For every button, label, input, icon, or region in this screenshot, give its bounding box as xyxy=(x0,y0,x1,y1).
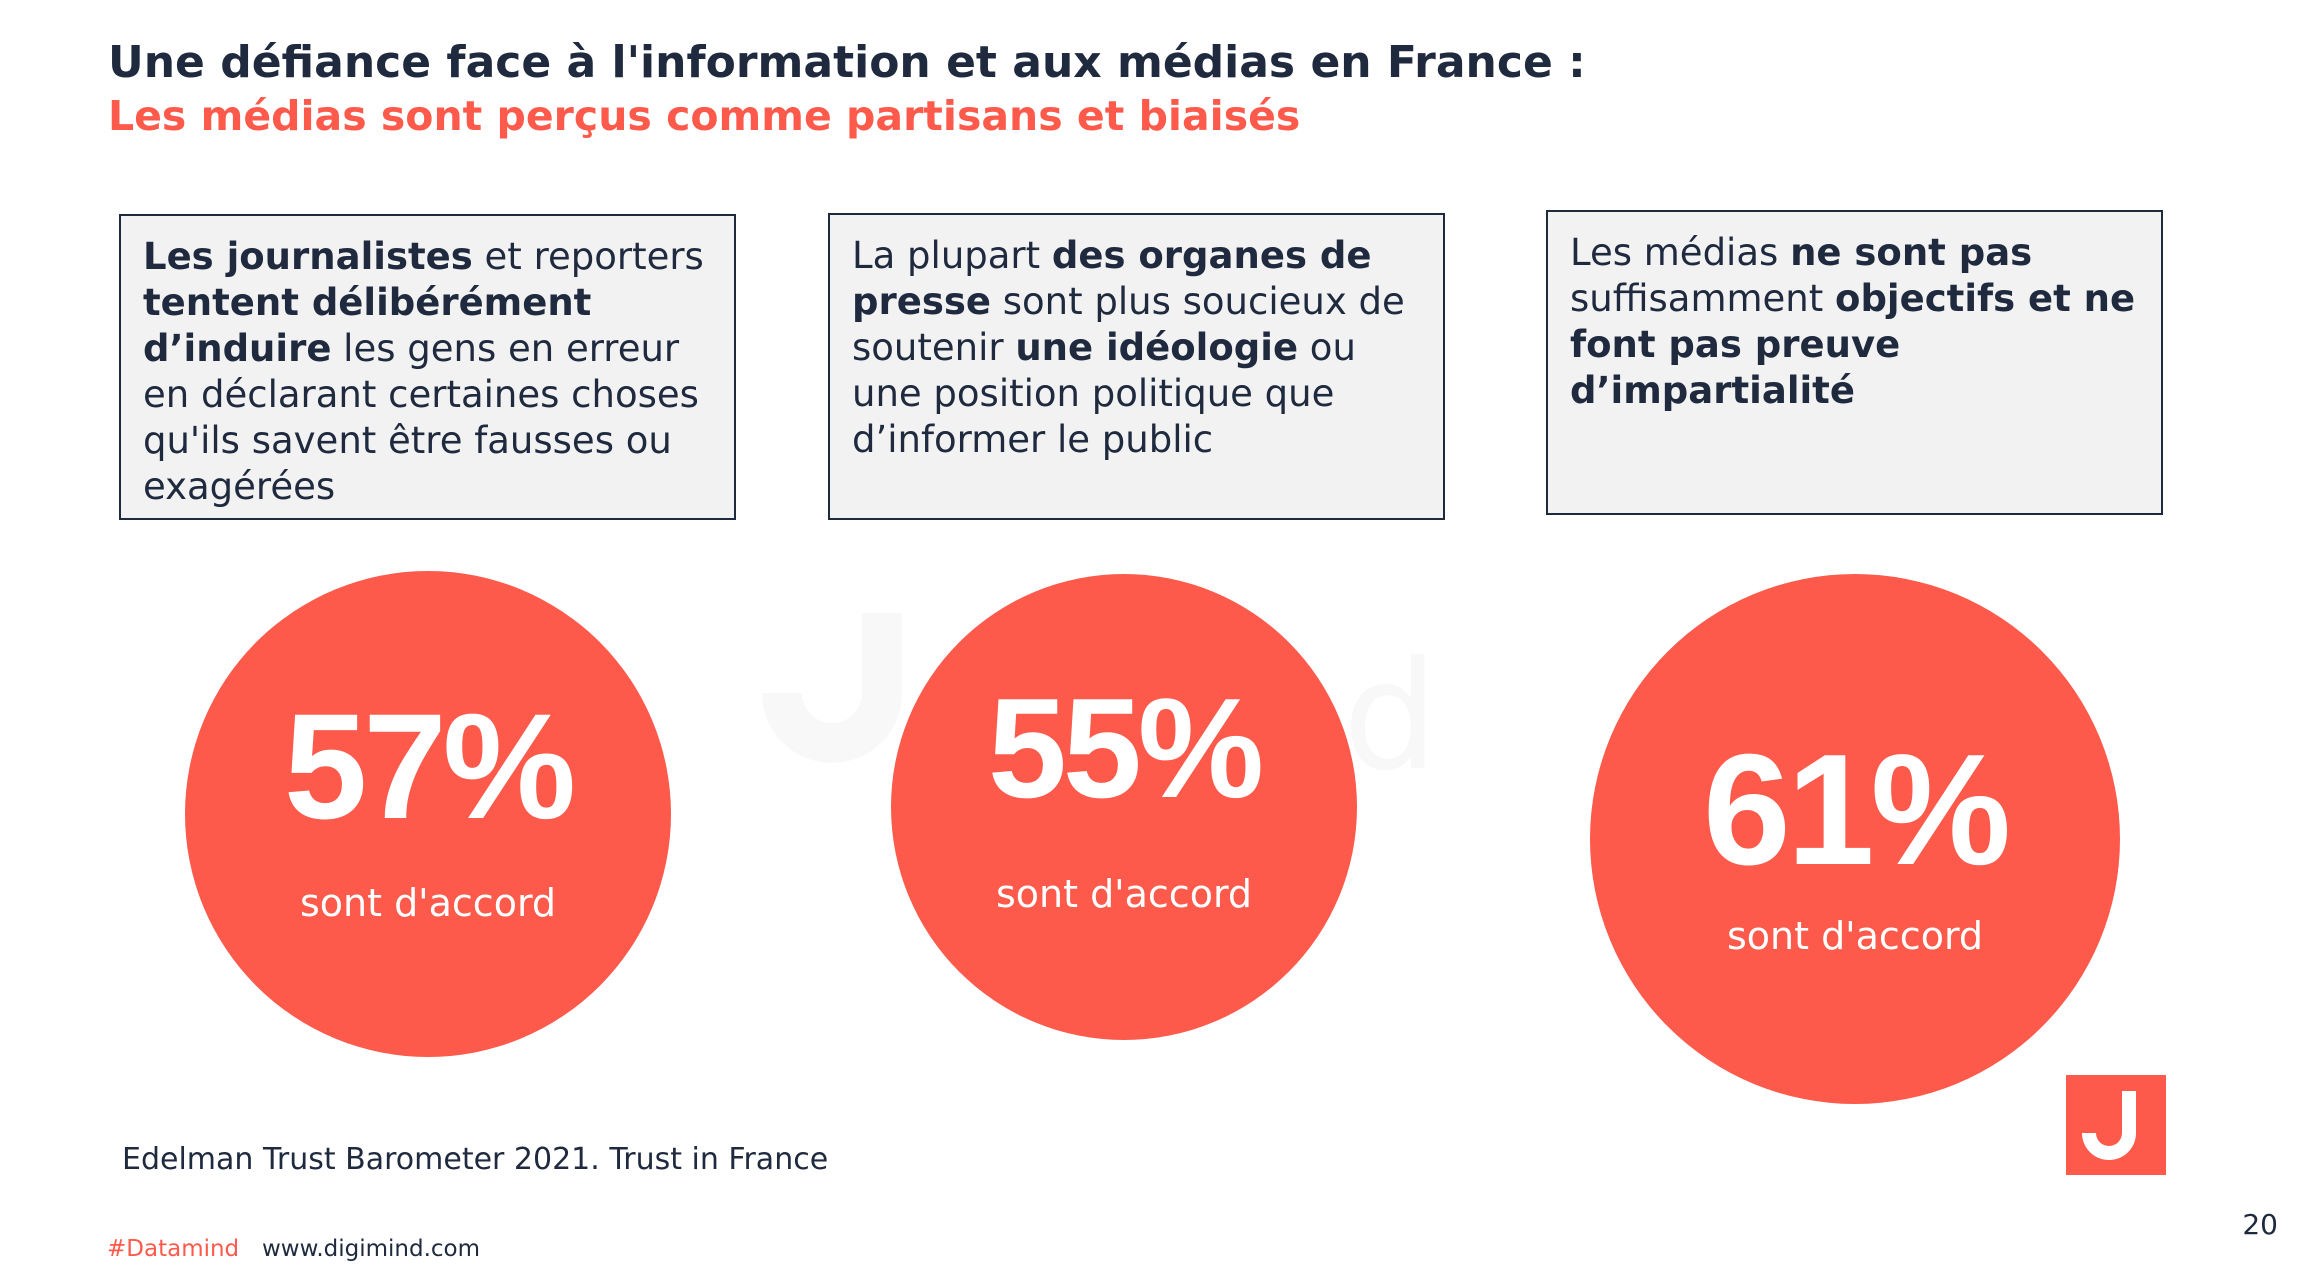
result-circle-2: 55% sont d'accord xyxy=(891,574,1357,1040)
digimind-logo-icon xyxy=(762,613,902,763)
source-citation: Edelman Trust Barometer 2021. Trust in F… xyxy=(122,1142,829,1177)
result-label: sont d'accord xyxy=(1726,914,1984,958)
page-subtitle: Les médias sont perçus comme partisans e… xyxy=(108,92,1301,140)
statement-text: Les médias ne sont pas suffisamment obje… xyxy=(1570,231,2136,412)
website-link[interactable]: www.digimind.com xyxy=(262,1236,481,1262)
result-percentage: 55% xyxy=(987,669,1264,828)
statement-text: La plupart des organes de presse sont pl… xyxy=(852,234,1405,461)
result-circle-1: 57% sont d'accord xyxy=(185,571,671,1057)
result-label: sont d'accord xyxy=(299,881,557,925)
page-title: Une défiance face à l'information et aux… xyxy=(108,37,1586,88)
statement-box-1: Les journalistes et reporters tentent dé… xyxy=(119,214,736,520)
result-circle-3: 61% sont d'accord xyxy=(1590,574,2120,1104)
statement-text: Les journalistes et reporters tentent dé… xyxy=(143,235,704,508)
hashtag: #Datamind xyxy=(107,1236,240,1262)
digimind-logo-icon xyxy=(2066,1075,2166,1175)
page-number: 20 xyxy=(2242,1208,2278,1241)
result-percentage: 61% xyxy=(1702,722,2011,898)
result-percentage: 57% xyxy=(283,682,576,850)
statement-box-3: Les médias ne sont pas suffisamment obje… xyxy=(1546,210,2163,515)
statement-box-2: La plupart des organes de presse sont pl… xyxy=(828,213,1445,520)
result-label: sont d'accord xyxy=(995,872,1253,916)
